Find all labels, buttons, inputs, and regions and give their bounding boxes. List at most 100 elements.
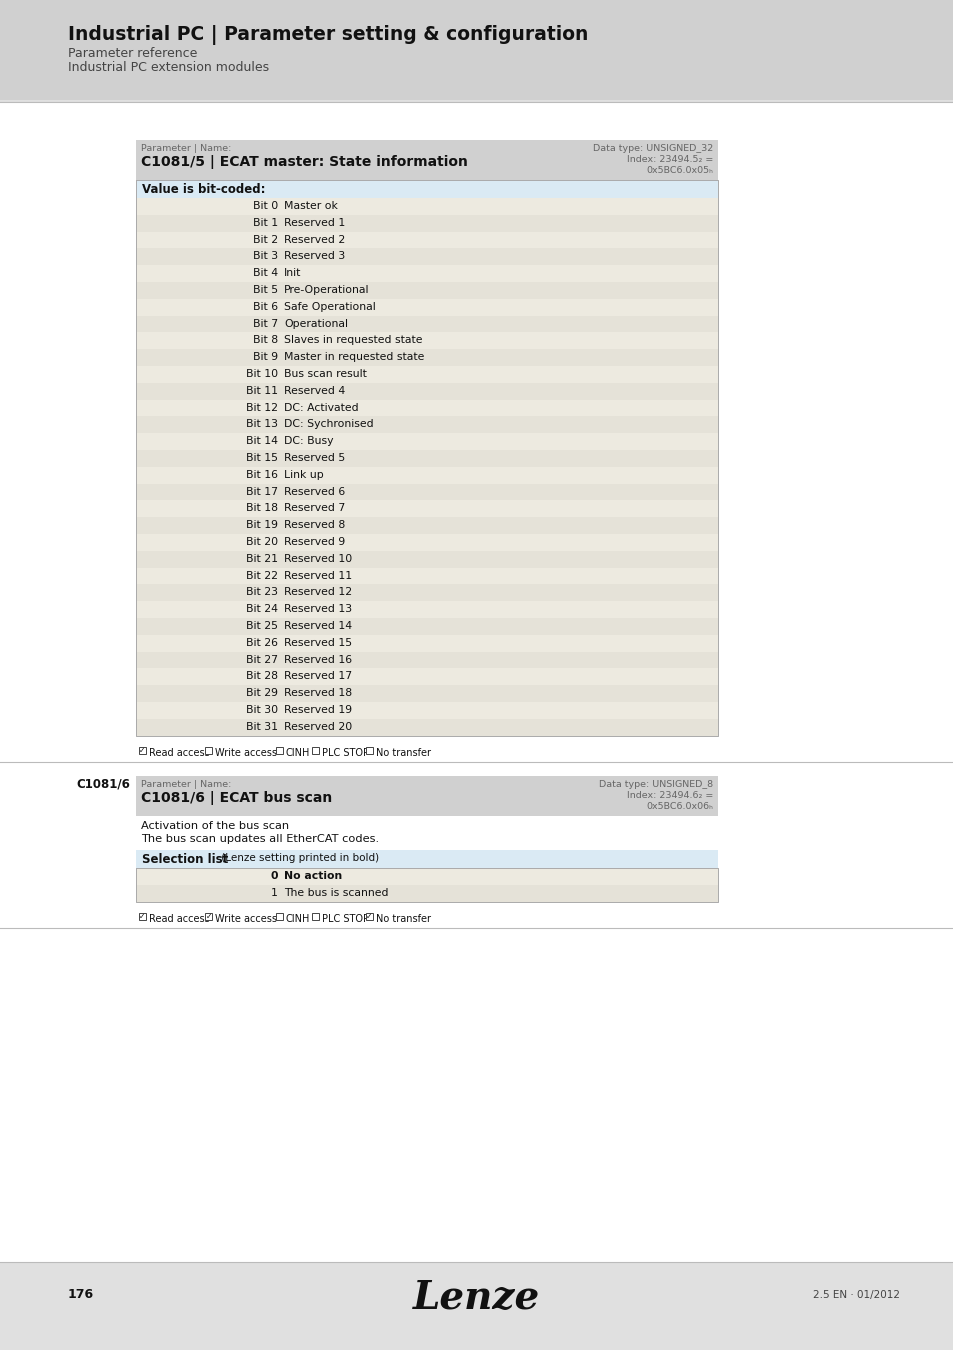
Text: Bit 18: Bit 18 <box>246 504 277 513</box>
Text: Bit 9: Bit 9 <box>253 352 277 362</box>
Bar <box>136 567 718 585</box>
Text: The bus scan updates all EtherCAT codes.: The bus scan updates all EtherCAT codes. <box>141 833 378 844</box>
Text: Bit 29: Bit 29 <box>246 688 277 698</box>
Text: 0x5BC6.0x05ₕ: 0x5BC6.0x05ₕ <box>645 166 712 176</box>
Text: Reserved 7: Reserved 7 <box>284 504 345 513</box>
Text: Bit 19: Bit 19 <box>246 520 277 531</box>
Bar <box>136 232 718 248</box>
Text: ✓: ✓ <box>139 911 146 921</box>
Bar <box>136 198 718 215</box>
Text: Reserved 10: Reserved 10 <box>284 554 352 564</box>
Text: 0x5BC6.0x06ₕ: 0x5BC6.0x06ₕ <box>645 802 712 810</box>
Text: Reserved 13: Reserved 13 <box>284 605 352 614</box>
Text: Reserved 11: Reserved 11 <box>284 571 352 580</box>
Text: Reserved 20: Reserved 20 <box>284 722 352 732</box>
Text: Data type: UNSIGNED_8: Data type: UNSIGNED_8 <box>598 779 712 788</box>
Text: Bit 16: Bit 16 <box>246 470 277 479</box>
Bar <box>136 400 718 416</box>
Text: Reserved 12: Reserved 12 <box>284 587 352 598</box>
Text: Bit 4: Bit 4 <box>253 269 277 278</box>
Text: Value is bit-coded:: Value is bit-coded: <box>142 184 265 196</box>
Bar <box>312 747 319 753</box>
Text: The bus is scanned: The bus is scanned <box>284 887 388 898</box>
Bar <box>136 180 718 198</box>
Bar <box>136 776 718 815</box>
Bar <box>136 718 718 736</box>
Bar <box>136 383 718 400</box>
Text: Bus scan result: Bus scan result <box>284 369 367 379</box>
Bar <box>136 450 718 467</box>
Text: C1081/6: C1081/6 <box>76 778 130 791</box>
Bar <box>139 747 146 753</box>
Text: Bit 1: Bit 1 <box>253 217 277 228</box>
Text: Bit 8: Bit 8 <box>253 335 277 346</box>
Bar <box>136 248 718 265</box>
Text: Selection list: Selection list <box>142 853 228 865</box>
Bar <box>136 467 718 483</box>
Text: Data type: UNSIGNED_32: Data type: UNSIGNED_32 <box>592 144 712 153</box>
Text: No transfer: No transfer <box>375 914 431 923</box>
Text: CINH: CINH <box>285 748 310 757</box>
Text: Bit 17: Bit 17 <box>246 486 277 497</box>
Bar <box>136 668 718 686</box>
Text: Bit 7: Bit 7 <box>253 319 277 328</box>
Bar <box>136 416 718 433</box>
Text: Pre-Operational: Pre-Operational <box>284 285 369 296</box>
Text: Industrial PC | Parameter setting & configuration: Industrial PC | Parameter setting & conf… <box>68 26 588 45</box>
Text: Master ok: Master ok <box>284 201 337 211</box>
Text: Index: 23494.6₂ =: Index: 23494.6₂ = <box>626 791 712 799</box>
Bar <box>136 868 718 884</box>
Text: Bit 0: Bit 0 <box>253 201 277 211</box>
Text: CINH: CINH <box>285 914 310 923</box>
Text: Bit 21: Bit 21 <box>246 554 277 564</box>
Bar <box>205 913 212 919</box>
Text: Bit 11: Bit 11 <box>246 386 277 396</box>
Bar <box>136 350 718 366</box>
Bar <box>139 913 146 919</box>
Text: Bit 26: Bit 26 <box>246 637 277 648</box>
Text: ✓: ✓ <box>205 911 212 921</box>
Text: Reserved 17: Reserved 17 <box>284 671 352 682</box>
Text: Safe Operational: Safe Operational <box>284 302 375 312</box>
Text: Reserved 16: Reserved 16 <box>284 655 352 664</box>
Text: PLC STOP: PLC STOP <box>322 748 369 757</box>
Bar <box>136 585 718 601</box>
Text: Bit 25: Bit 25 <box>246 621 277 630</box>
Text: (Lenze setting printed in bold): (Lenze setting printed in bold) <box>218 853 378 863</box>
Text: Parameter | Name:: Parameter | Name: <box>141 144 232 153</box>
Text: 1: 1 <box>271 887 277 898</box>
Text: Reserved 3: Reserved 3 <box>284 251 345 262</box>
Text: Parameter reference: Parameter reference <box>68 47 197 59</box>
Text: ✓: ✓ <box>366 911 373 921</box>
Bar <box>136 433 718 450</box>
Text: Bit 28: Bit 28 <box>246 671 277 682</box>
Bar <box>136 282 718 298</box>
Text: Reserved 5: Reserved 5 <box>284 454 345 463</box>
Text: 0: 0 <box>271 871 277 880</box>
Bar <box>136 618 718 634</box>
Text: DC: Activated: DC: Activated <box>284 402 358 413</box>
Text: C1081/6 | ECAT bus scan: C1081/6 | ECAT bus scan <box>141 791 332 805</box>
Text: Bit 15: Bit 15 <box>246 454 277 463</box>
Text: Reserved 18: Reserved 18 <box>284 688 352 698</box>
Bar <box>136 316 718 332</box>
Bar <box>136 140 718 180</box>
Text: Bit 13: Bit 13 <box>246 420 277 429</box>
Text: Bit 2: Bit 2 <box>253 235 277 244</box>
Text: Reserved 4: Reserved 4 <box>284 386 345 396</box>
Text: Bit 24: Bit 24 <box>246 605 277 614</box>
Bar <box>136 535 718 551</box>
Bar <box>136 551 718 567</box>
Bar <box>136 501 718 517</box>
Text: Master in requested state: Master in requested state <box>284 352 424 362</box>
Text: Bit 23: Bit 23 <box>246 587 277 598</box>
Bar <box>136 483 718 501</box>
Text: C1081/5 | ECAT master: State information: C1081/5 | ECAT master: State information <box>141 155 467 169</box>
Text: Reserved 9: Reserved 9 <box>284 537 345 547</box>
Text: Reserved 14: Reserved 14 <box>284 621 352 630</box>
Text: PLC STOP: PLC STOP <box>322 914 369 923</box>
Text: Parameter | Name:: Parameter | Name: <box>141 779 232 788</box>
Text: Lenze: Lenze <box>413 1278 540 1318</box>
Text: Operational: Operational <box>284 319 348 328</box>
Bar <box>366 747 373 753</box>
